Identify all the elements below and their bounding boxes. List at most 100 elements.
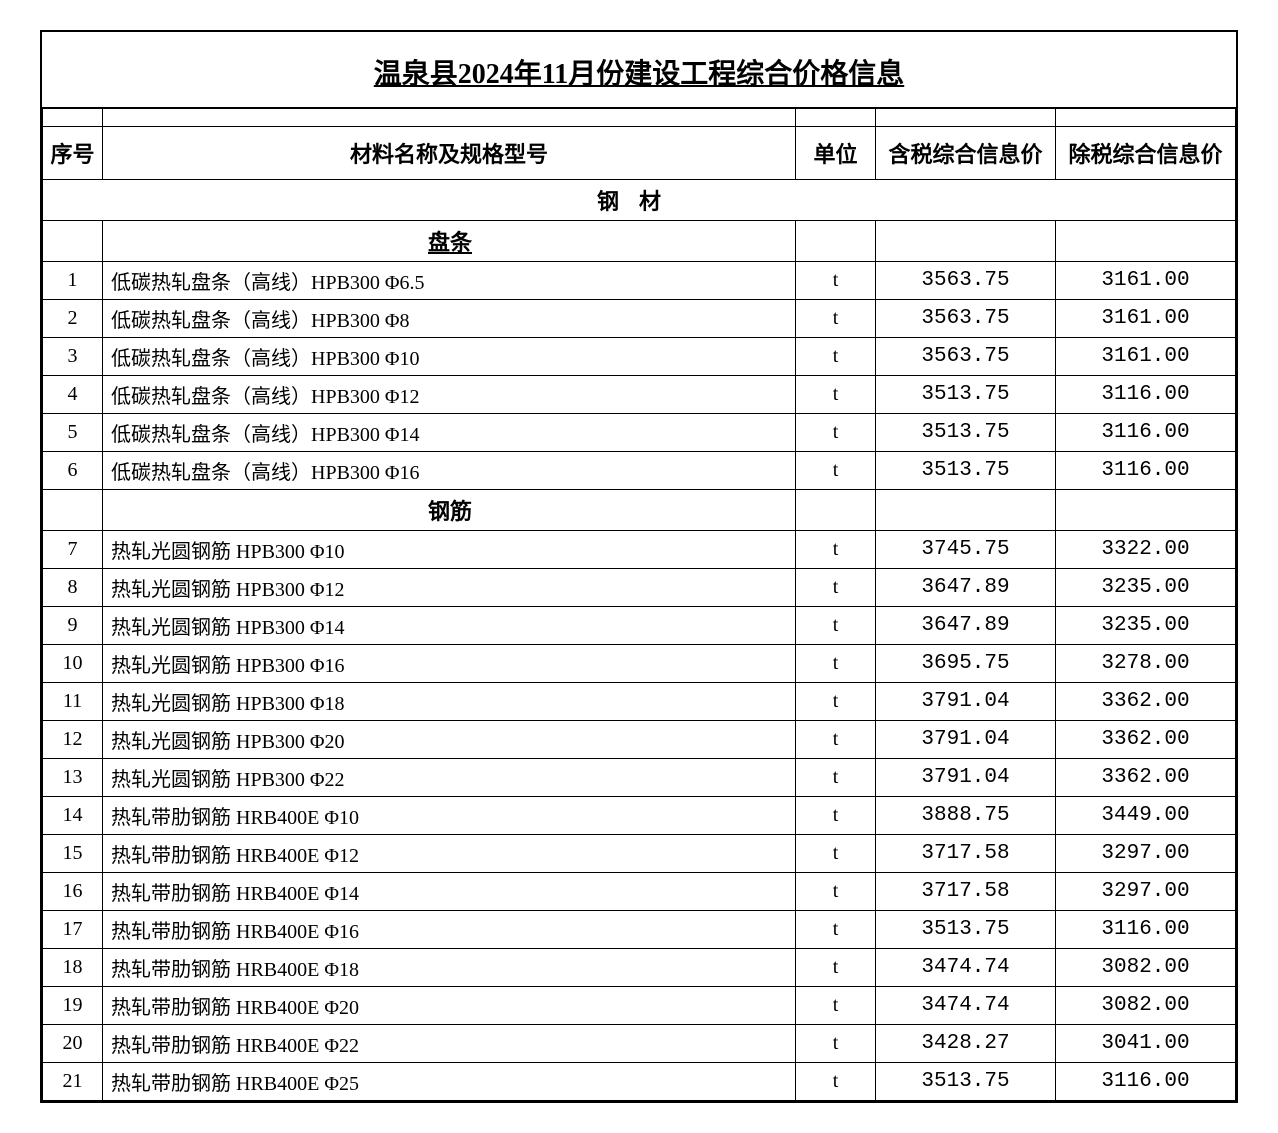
cell-seq: 20 [43,1025,103,1063]
cell-unit: t [796,452,876,490]
cell-price-tax: 3513.75 [876,452,1056,490]
cell-unit: t [796,607,876,645]
table-row: 6低碳热轧盘条（高线）HPB300 Φ16t3513.753116.00 [43,452,1236,490]
table-row: 13热轧光圆钢筋 HPB300 Φ22t3791.043362.00 [43,759,1236,797]
cell-name: 热轧光圆钢筋 HPB300 Φ10 [103,531,796,569]
price-table-container: 温泉县2024年11月份建设工程综合价格信息 序号 材料名称及规格型号 单位 含… [40,30,1238,1103]
cell-seq: 4 [43,376,103,414]
cell-unit: t [796,262,876,300]
cell-unit: t [796,721,876,759]
cell-unit: t [796,1025,876,1063]
cell-price-notax: 3362.00 [1056,759,1236,797]
table-row: 16热轧带肋钢筋 HRB400E Φ14t3717.583297.00 [43,873,1236,911]
cell-name: 热轧光圆钢筋 HPB300 Φ22 [103,759,796,797]
cell-price-notax: 3116.00 [1056,376,1236,414]
cell-price-tax: 3513.75 [876,1063,1056,1101]
cell-seq: 2 [43,300,103,338]
table-row: 10热轧光圆钢筋 HPB300 Φ16t3695.753278.00 [43,645,1236,683]
cell-price-tax: 3791.04 [876,721,1056,759]
cell-seq: 19 [43,987,103,1025]
cell-price-tax: 3791.04 [876,759,1056,797]
cell-name: 热轧光圆钢筋 HPB300 Φ18 [103,683,796,721]
cell-name: 低碳热轧盘条（高线）HPB300 Φ6.5 [103,262,796,300]
table-header-row: 序号 材料名称及规格型号 单位 含税综合信息价 除税综合信息价 [43,127,1236,180]
cell-name: 热轧带肋钢筋 HRB400E Φ20 [103,987,796,1025]
table-row: 11热轧光圆钢筋 HPB300 Φ18t3791.043362.00 [43,683,1236,721]
header-seq: 序号 [43,127,103,180]
subcategory-label: 盘条 [103,221,796,262]
cell-unit: t [796,911,876,949]
cell-seq: 14 [43,797,103,835]
table-row: 21热轧带肋钢筋 HRB400E Φ25t3513.753116.00 [43,1063,1236,1101]
cell-name: 热轧带肋钢筋 HRB400E Φ18 [103,949,796,987]
header-price-notax: 除税综合信息价 [1056,127,1236,180]
cell-name: 热轧带肋钢筋 HRB400E Φ14 [103,873,796,911]
cell-price-tax: 3563.75 [876,262,1056,300]
header-name: 材料名称及规格型号 [103,127,796,180]
cell-price-tax: 3563.75 [876,338,1056,376]
cell-name: 热轧带肋钢筋 HRB400E Φ10 [103,797,796,835]
cell-name: 热轧带肋钢筋 HRB400E Φ25 [103,1063,796,1101]
table-row: 17热轧带肋钢筋 HRB400E Φ16t3513.753116.00 [43,911,1236,949]
cell-price-tax: 3717.58 [876,873,1056,911]
table-row: 19热轧带肋钢筋 HRB400E Φ20t3474.743082.00 [43,987,1236,1025]
category-row: 钢材 [43,180,1236,221]
cell-price-tax: 3474.74 [876,949,1056,987]
cell-price-notax: 3362.00 [1056,683,1236,721]
cell-name: 热轧光圆钢筋 HPB300 Φ16 [103,645,796,683]
cell-price-tax: 3647.89 [876,607,1056,645]
spacer-row [43,109,1236,127]
header-price-tax: 含税综合信息价 [876,127,1056,180]
table-row: 15热轧带肋钢筋 HRB400E Φ12t3717.583297.00 [43,835,1236,873]
cell-price-tax: 3745.75 [876,531,1056,569]
cell-name: 热轧光圆钢筋 HPB300 Φ20 [103,721,796,759]
cell-price-notax: 3278.00 [1056,645,1236,683]
cell-name: 热轧光圆钢筋 HPB300 Φ12 [103,569,796,607]
cell-unit: t [796,338,876,376]
cell-unit: t [796,414,876,452]
table-row: 4低碳热轧盘条（高线）HPB300 Φ12t3513.753116.00 [43,376,1236,414]
subcategory-label: 钢筋 [103,490,796,531]
cell-price-tax: 3563.75 [876,300,1056,338]
cell-price-notax: 3116.00 [1056,414,1236,452]
cell-price-notax: 3041.00 [1056,1025,1236,1063]
cell-unit: t [796,835,876,873]
document-title: 温泉县2024年11月份建设工程综合价格信息 [42,32,1236,108]
cell-unit: t [796,759,876,797]
cell-price-tax: 3474.74 [876,987,1056,1025]
cell-price-notax: 3161.00 [1056,262,1236,300]
header-unit: 单位 [796,127,876,180]
table-row: 12热轧光圆钢筋 HPB300 Φ20t3791.043362.00 [43,721,1236,759]
cell-unit: t [796,569,876,607]
cell-name: 热轧带肋钢筋 HRB400E Φ12 [103,835,796,873]
cell-price-tax: 3513.75 [876,911,1056,949]
cell-unit: t [796,873,876,911]
cell-name: 低碳热轧盘条（高线）HPB300 Φ8 [103,300,796,338]
cell-unit: t [796,949,876,987]
cell-unit: t [796,300,876,338]
cell-unit: t [796,683,876,721]
cell-seq: 8 [43,569,103,607]
subcategory-row: 钢筋 [43,490,1236,531]
table-row: 3低碳热轧盘条（高线）HPB300 Φ10t3563.753161.00 [43,338,1236,376]
table-row: 18热轧带肋钢筋 HRB400E Φ18t3474.743082.00 [43,949,1236,987]
cell-name: 低碳热轧盘条（高线）HPB300 Φ12 [103,376,796,414]
table-row: 2低碳热轧盘条（高线）HPB300 Φ8t3563.753161.00 [43,300,1236,338]
cell-name: 低碳热轧盘条（高线）HPB300 Φ14 [103,414,796,452]
cell-seq: 17 [43,911,103,949]
cell-price-notax: 3082.00 [1056,987,1236,1025]
cell-seq: 9 [43,607,103,645]
cell-name: 热轧带肋钢筋 HRB400E Φ22 [103,1025,796,1063]
cell-price-notax: 3235.00 [1056,607,1236,645]
table-row: 20热轧带肋钢筋 HRB400E Φ22t3428.273041.00 [43,1025,1236,1063]
cell-price-notax: 3082.00 [1056,949,1236,987]
cell-seq: 15 [43,835,103,873]
table-row: 5低碳热轧盘条（高线）HPB300 Φ14t3513.753116.00 [43,414,1236,452]
cell-price-notax: 3116.00 [1056,911,1236,949]
category-label: 钢材 [43,180,1236,221]
cell-seq: 21 [43,1063,103,1101]
cell-price-notax: 3322.00 [1056,531,1236,569]
cell-price-tax: 3888.75 [876,797,1056,835]
table-row: 1低碳热轧盘条（高线）HPB300 Φ6.5t3563.753161.00 [43,262,1236,300]
cell-price-tax: 3428.27 [876,1025,1056,1063]
